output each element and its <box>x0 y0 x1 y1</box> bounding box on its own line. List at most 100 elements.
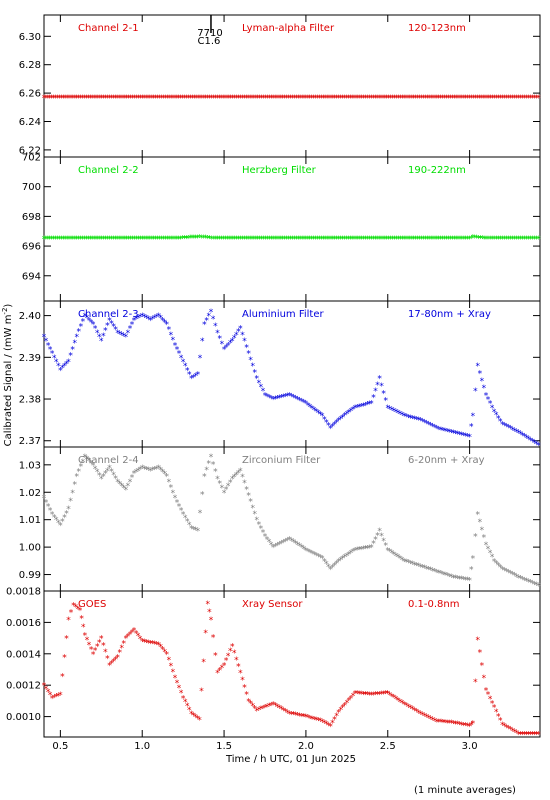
data-point: * <box>443 427 448 437</box>
data-point: * <box>261 704 266 714</box>
data-point: * <box>46 235 51 245</box>
data-point: * <box>215 475 220 485</box>
data-point: * <box>294 235 299 245</box>
data-point: * <box>456 235 461 245</box>
data-point: * <box>308 94 313 104</box>
data-point: * <box>230 337 235 347</box>
data-point: * <box>465 433 470 443</box>
data-point: * <box>146 94 151 104</box>
data-point: * <box>79 615 84 625</box>
data-point: * <box>410 560 415 570</box>
data-point: * <box>269 235 274 245</box>
y-tick-label: 6.24 <box>19 117 41 128</box>
data-point: * <box>271 235 276 245</box>
data-point: * <box>375 235 380 245</box>
data-point: * <box>343 701 348 711</box>
data-point: * <box>322 415 327 425</box>
data-point: * <box>361 690 366 700</box>
data-point: * <box>117 235 122 245</box>
data-point: * <box>437 425 442 435</box>
data-point: * <box>532 94 537 104</box>
data-point: * <box>150 235 155 245</box>
data-point: * <box>236 662 241 672</box>
data-point: * <box>80 235 85 245</box>
data-point: * <box>113 474 118 484</box>
data-point: * <box>234 471 239 481</box>
data-point: * <box>238 235 243 245</box>
data-point: * <box>508 235 513 245</box>
data-point: * <box>291 393 296 403</box>
data-point: * <box>190 234 195 244</box>
data-point: * <box>475 94 480 104</box>
data-point: * <box>93 646 98 656</box>
data-point: * <box>122 484 127 494</box>
data-point: * <box>408 235 413 245</box>
data-point: * <box>365 235 370 245</box>
data-point: * <box>54 516 59 526</box>
data-point: * <box>300 398 305 408</box>
data-point: * <box>536 94 541 104</box>
data-point: * <box>516 235 521 245</box>
data-point: * <box>379 532 384 542</box>
data-point: * <box>246 235 251 245</box>
data-point: * <box>68 497 73 507</box>
data-point: * <box>136 632 141 642</box>
data-point: * <box>447 428 452 438</box>
data-point: * <box>83 631 88 641</box>
data-point: * <box>360 94 365 104</box>
data-point: * <box>42 494 47 504</box>
data-point: * <box>316 553 321 563</box>
data-point: * <box>255 707 260 717</box>
data-point: * <box>367 94 372 104</box>
data-point: * <box>159 235 164 245</box>
data-point: * <box>211 634 216 644</box>
y-tick-label: 698 <box>22 212 41 223</box>
data-point: * <box>85 455 90 465</box>
data-point: * <box>101 235 106 245</box>
data-point: * <box>471 555 476 565</box>
data-point: * <box>212 235 217 245</box>
y-tick-label: 1.03 <box>19 460 41 471</box>
data-point: * <box>287 391 292 401</box>
data-point: * <box>526 578 531 588</box>
data-point: * <box>269 394 274 404</box>
data-point: * <box>473 533 478 543</box>
data-point: * <box>377 690 382 700</box>
data-point: * <box>418 710 423 720</box>
data-point: * <box>109 468 114 478</box>
data-point: * <box>320 555 325 565</box>
data-point: * <box>64 509 69 519</box>
data-point: * <box>336 708 341 718</box>
data-point: * <box>229 235 234 245</box>
data-point: * <box>42 333 47 343</box>
data-point: * <box>465 235 470 245</box>
data-point: * <box>381 235 386 245</box>
data-point: * <box>71 94 76 104</box>
data-point: * <box>486 691 491 701</box>
data-point: * <box>408 414 413 424</box>
data-point: * <box>238 467 243 477</box>
data-point: * <box>60 364 65 374</box>
data-point: * <box>394 695 399 705</box>
data-point: * <box>500 235 505 245</box>
data-point: * <box>189 375 194 385</box>
data-point: * <box>286 235 291 245</box>
data-point: * <box>79 323 84 333</box>
data-point: * <box>300 235 305 245</box>
band-label: 190-222nm <box>408 165 466 176</box>
data-point: * <box>357 546 362 556</box>
data-point: * <box>100 94 105 104</box>
data-point: * <box>514 573 519 583</box>
data-point: * <box>302 399 307 409</box>
data-point: * <box>183 362 188 372</box>
data-point: * <box>332 421 337 431</box>
data-point: * <box>109 319 114 329</box>
data-point: * <box>46 502 51 512</box>
data-point: * <box>292 235 297 245</box>
data-point: * <box>471 234 476 244</box>
data-point: * <box>144 639 149 649</box>
data-point: * <box>516 730 521 740</box>
data-point: * <box>465 94 470 104</box>
data-point: * <box>480 526 485 536</box>
data-point: * <box>417 235 422 245</box>
